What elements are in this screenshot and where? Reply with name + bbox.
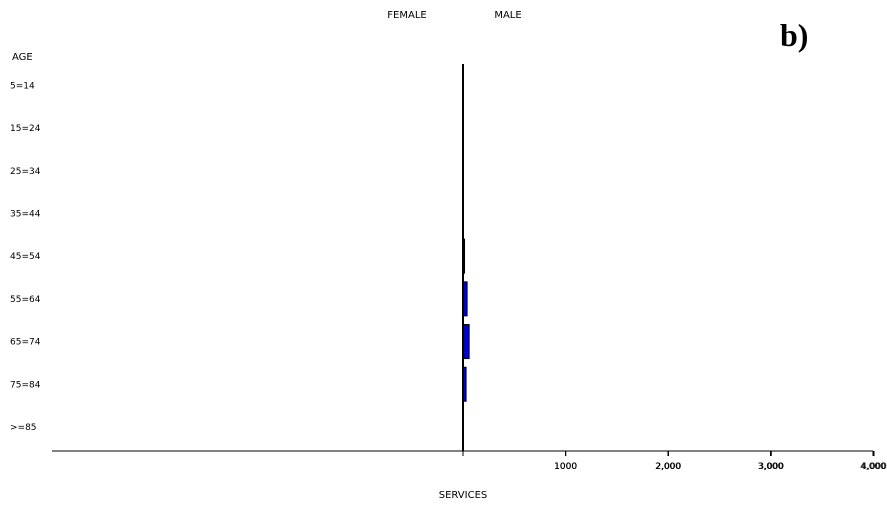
x-tick-label: 3,000 [758,462,784,472]
y-tick-label: 55=64 [10,295,41,305]
x-tick-label: 4,000 [861,462,887,472]
y-tick-label: 15=24 [10,124,41,134]
y-tick-label: 45=54 [10,252,41,262]
y-tick-label: 65=74 [10,338,41,348]
x-tick-label: 2,000 [655,462,681,472]
y-tick-label: 25=34 [10,167,41,177]
x-tick-label: 3,000 [758,462,784,472]
y-tick-label: 35=44 [10,209,41,219]
y-tick-labels: 5=14 15=24 25=34 35=44 45=54 55=64 65=74 75=84 >… [10,81,41,433]
y-axis-title: AGE [12,52,33,63]
x-tick-label: 1000 [554,462,577,472]
y-tick-label: 75=84 [10,380,41,390]
panel-label: b) [780,17,808,53]
legend-female: FEMALE [387,10,426,21]
x-axis-title: SERVICES [439,490,488,501]
y-tick-label: 5=14 [10,81,35,91]
y-tick-label: >=85 [10,423,37,433]
x-tick-label: 2,000 [656,462,682,472]
x-tick-label: 1000 [554,462,577,472]
x-tick-label: 4,000 [860,462,886,472]
legend-male: MALE [494,10,521,21]
